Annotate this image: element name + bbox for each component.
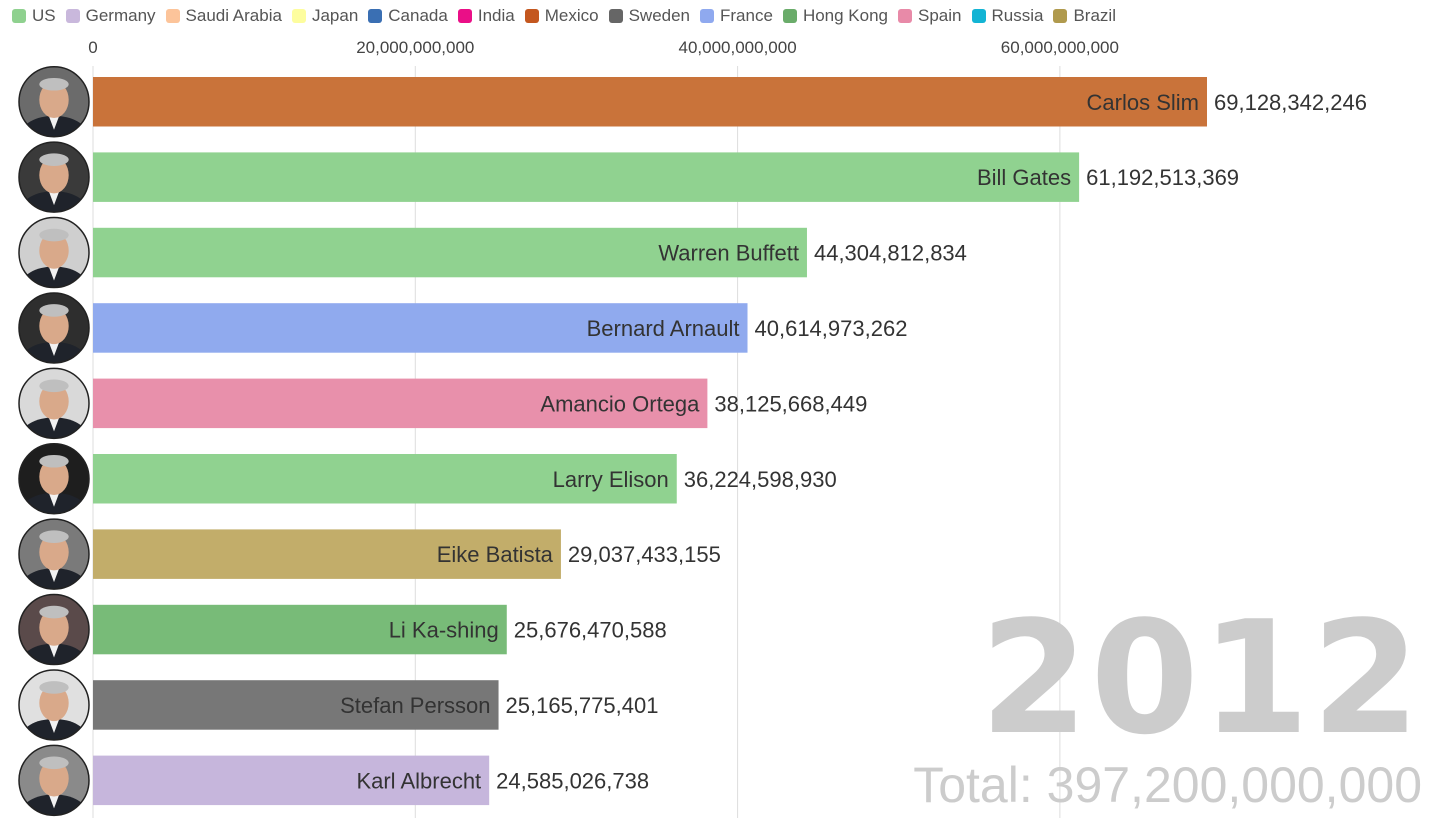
bar [93,529,561,579]
avatar-border [18,216,90,289]
bar [93,454,677,504]
avatar-border [18,367,90,440]
year-label: 2012 [979,587,1422,769]
avatar-border [18,518,90,590]
bar-name-label: Larry Elison [553,467,669,492]
legend-item-france: France [700,6,773,26]
bar [93,303,748,353]
avatar-carlos-slim [19,66,89,137]
legend-item-us: US [12,6,56,26]
legend-label: Canada [388,6,448,25]
legend-swatch-icon [165,9,180,23]
legend-swatch-icon [12,9,26,23]
legend-item-russia: Russia [971,6,1044,26]
bar-value-label: 36,224,598,930 [684,467,837,492]
bar-name-label: Warren Buffett [658,241,799,266]
legend-swatch-icon [524,9,539,23]
bar-name-label: Bernard Arnault [587,316,740,341]
bar-name-label: Eike Batista [437,542,554,567]
avatar-karl-albrecht [19,745,89,816]
legend-label: Germany [85,6,156,25]
bar-value-label: 29,037,433,155 [568,542,721,567]
legend-swatch-icon [971,9,986,23]
avatar-border [18,141,90,213]
legend-item-germany: Germany [65,6,156,26]
legend-swatch-icon [782,9,797,23]
legend-label: Hong Kong [802,6,889,25]
legend-swatch-icon [65,9,80,23]
legend-item-mexico: Mexico [524,6,599,26]
legend-label: Russia [991,6,1044,25]
bar-name-label: Amancio Ortega [540,391,700,416]
x-tick-label: 20,000,000,000 [356,38,474,57]
legend-label: Mexico [544,6,599,25]
x-tick-label: 0 [88,38,97,57]
legend-swatch-icon [368,9,383,23]
bar [93,77,1207,127]
legend-swatch-icon [1053,9,1068,23]
avatar-border [18,66,90,138]
bar [93,152,1080,202]
legend-item-sweden: Sweden [608,6,691,26]
x-tick-label: 40,000,000,000 [679,38,797,57]
bar-name-label: Karl Albrecht [356,768,481,793]
bar-value-label: 40,614,973,262 [755,316,908,341]
legend-label: Sweden [628,6,691,25]
legend-item-hong-kong: Hong Kong [782,6,889,26]
legend-label: France [720,6,773,25]
legend-label: Brazil [1073,6,1116,25]
legend-swatch-icon [291,9,306,23]
avatar-border [18,443,90,515]
legend-swatch-icon [898,9,913,23]
legend-item-india: India [457,6,515,26]
bar-value-label: 69,128,342,246 [1214,90,1367,115]
bar [93,227,807,278]
avatar-border [18,593,90,666]
bar-name-label: Stefan Persson [340,693,490,718]
bar [93,680,499,730]
legend-item-brazil: Brazil [1053,6,1116,26]
avatar-warren-buffett [19,217,89,288]
legend-item-saudi-arabia: Saudi Arabia [165,6,282,26]
avatar-eike-batista [19,519,89,590]
legend-swatch-icon [700,9,715,23]
avatar-li-ka-shing [19,594,89,665]
legend-label: Japan [311,6,359,25]
legend-label: Spain [918,6,962,25]
avatar-border [18,744,90,817]
total-label: Total: 397,200,000,000 [913,757,1422,813]
bar-name-label: Carlos Slim [1087,90,1199,115]
avatar-stefan-persson [19,669,89,740]
avatar-larry-elison [19,443,89,514]
bar-value-label: 44,304,812,834 [814,241,967,266]
avatar-border [18,669,90,741]
legend-item-spain: Spain [898,6,962,26]
bar [93,755,490,806]
legend-label: US [32,6,56,25]
bar-value-label: 61,192,513,369 [1086,165,1239,190]
bar-value-label: 38,125,668,449 [714,391,867,416]
legend-label: India [477,6,515,25]
chart-legend: US Germany Saudi Arabia Japan Canada India Mex… [12,4,1126,28]
legend-label: Saudi Arabia [185,6,282,25]
legend-item-japan: Japan [291,6,359,26]
x-tick-label: 60,000,000,000 [1001,38,1119,57]
bar-value-label: 25,676,470,588 [514,618,667,643]
bar-name-label: Bill Gates [977,165,1071,190]
legend-swatch-icon [457,9,472,23]
bar-name-label: Li Ka-shing [389,618,499,643]
bar [93,378,708,429]
bar-value-label: 25,165,775,401 [506,693,659,718]
legend-item-canada: Canada [368,6,448,26]
legend-swatch-icon [608,9,623,23]
avatar-border [18,292,90,364]
avatar-amancio-ortega [19,368,89,439]
avatar-bernard-arnault [19,292,89,363]
bar [93,604,507,655]
avatar-bill-gates [19,142,89,213]
bar-value-label: 24,585,026,738 [496,768,649,793]
